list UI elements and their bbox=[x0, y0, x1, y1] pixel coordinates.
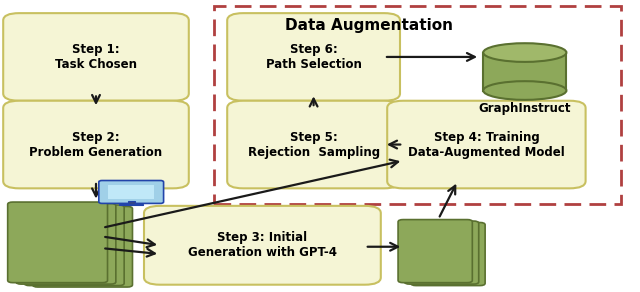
FancyBboxPatch shape bbox=[411, 223, 485, 286]
Text: Step 1:
Task Chosen: Step 1: Task Chosen bbox=[55, 43, 137, 71]
Text: Step 5:
Rejection  Sampling: Step 5: Rejection Sampling bbox=[248, 131, 380, 159]
Text: Step 3: Initial
Generation with GPT-4: Step 3: Initial Generation with GPT-4 bbox=[188, 231, 337, 259]
Bar bbox=[483, 53, 566, 91]
Bar bbox=[127, 201, 135, 204]
FancyBboxPatch shape bbox=[3, 13, 189, 101]
Text: GraphInstruct: GraphInstruct bbox=[479, 102, 571, 115]
FancyBboxPatch shape bbox=[33, 206, 132, 287]
Text: Step 4: Training
Data-Augmented Model: Step 4: Training Data-Augmented Model bbox=[408, 131, 564, 159]
FancyBboxPatch shape bbox=[3, 101, 189, 188]
FancyBboxPatch shape bbox=[227, 101, 400, 188]
FancyBboxPatch shape bbox=[144, 206, 381, 285]
FancyBboxPatch shape bbox=[404, 221, 479, 284]
Bar bbox=[119, 204, 143, 205]
FancyBboxPatch shape bbox=[8, 202, 108, 283]
Bar bbox=[214, 6, 621, 204]
FancyBboxPatch shape bbox=[99, 180, 164, 204]
FancyBboxPatch shape bbox=[24, 205, 124, 286]
FancyBboxPatch shape bbox=[108, 185, 154, 199]
FancyBboxPatch shape bbox=[16, 204, 116, 284]
Text: Step 6:
Path Selection: Step 6: Path Selection bbox=[266, 43, 362, 71]
FancyBboxPatch shape bbox=[398, 220, 472, 283]
Ellipse shape bbox=[483, 43, 566, 62]
FancyBboxPatch shape bbox=[227, 13, 400, 101]
FancyBboxPatch shape bbox=[387, 101, 586, 188]
Text: Step 2:
Problem Generation: Step 2: Problem Generation bbox=[29, 131, 163, 159]
Text: Data Augmentation: Data Augmentation bbox=[285, 18, 453, 32]
Ellipse shape bbox=[483, 81, 566, 100]
